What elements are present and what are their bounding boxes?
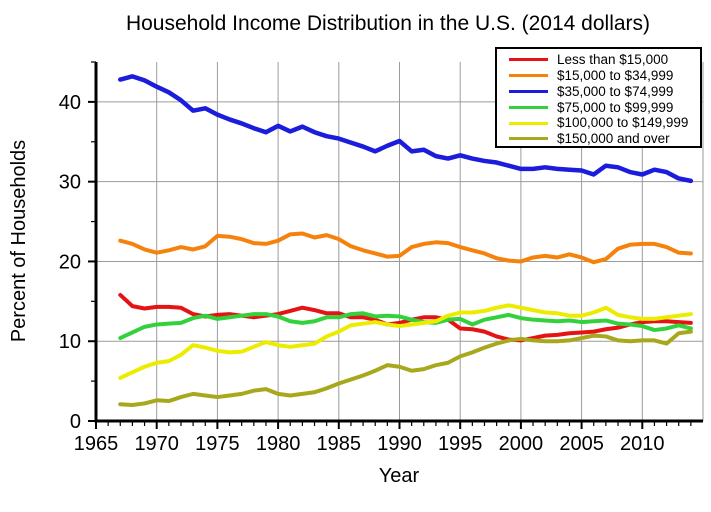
series-line-5 <box>118 329 693 408</box>
legend-swatch-orange-line <box>509 74 548 78</box>
legend: Less than $15,000 $15,000 to $34,999 $35… <box>495 47 702 148</box>
series-line-3 <box>118 311 693 341</box>
x-tick-label-1990: 1990 <box>377 433 422 455</box>
legend-swatch-blue-line <box>509 89 548 93</box>
data-series <box>118 74 694 408</box>
legend-item: $100,000 to $149,999 <box>497 115 700 131</box>
series-line-4 <box>118 303 693 380</box>
legend-item: $15,000 to $34,999 <box>497 68 700 84</box>
y-tick-label-30: 30 <box>59 172 81 194</box>
legend-swatch-red-line <box>509 58 548 62</box>
legend-item: $75,000 to $99,999 <box>497 99 700 115</box>
legend-item: $35,000 to $74,999 <box>497 84 700 100</box>
legend-label: $35,000 to $74,999 <box>557 83 674 99</box>
series-line-2 <box>118 74 694 184</box>
y-axis-label: Percent of Households <box>8 140 30 342</box>
x-tick-label-1970: 1970 <box>134 433 179 455</box>
y-tick-label-20: 20 <box>59 251 81 273</box>
x-tick-label-1985: 1985 <box>317 433 362 455</box>
legend-label: $15,000 to $34,999 <box>557 67 674 83</box>
legend-label: $150,000 and over <box>557 131 670 147</box>
legend-item: Less than $15,000 <box>497 52 700 68</box>
legend-item: $150,000 and over <box>497 131 700 147</box>
y-tick-label-40: 40 <box>59 92 81 114</box>
x-tick-label-1980: 1980 <box>256 433 301 455</box>
legend-label: $100,000 to $149,999 <box>557 115 689 131</box>
legend-swatch-yellow-line <box>509 121 548 125</box>
axes <box>94 62 703 423</box>
legend-swatch-olive-line <box>509 137 548 141</box>
x-axis-label: Year <box>379 465 420 487</box>
legend-label: Less than $15,000 <box>557 52 669 68</box>
x-tick-label-1975: 1975 <box>195 433 240 455</box>
x-tick-label-2005: 2005 <box>559 433 604 455</box>
legend-label: $75,000 to $99,999 <box>557 99 674 115</box>
series-line-0 <box>118 292 693 343</box>
x-tick-label-2000: 2000 <box>499 433 544 455</box>
y-tick-label-0: 0 <box>70 411 81 433</box>
tick-labels: 1965 1970 1975 1980 1985 1990 1995 2000 2005 2010… <box>59 92 665 455</box>
series-line-1 <box>118 231 693 265</box>
legend-swatch-green-line <box>509 105 548 109</box>
x-tick-label-2010: 2010 <box>620 433 665 455</box>
chart-title: Household Income Distribution in the U.S… <box>126 12 650 35</box>
x-tick-label-1995: 1995 <box>438 433 483 455</box>
x-tick-label-1965: 1965 <box>74 433 119 455</box>
y-tick-label-10: 10 <box>59 331 81 353</box>
